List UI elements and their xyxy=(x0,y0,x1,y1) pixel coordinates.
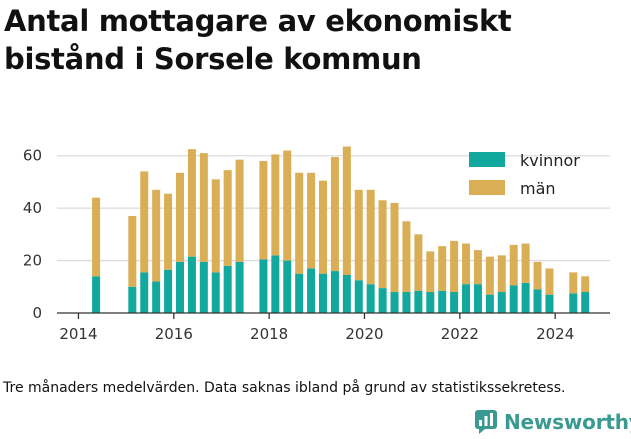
bar-kvinnor-30 xyxy=(485,294,494,313)
bar-man-16 xyxy=(319,180,328,274)
bar-kvinnor-15 xyxy=(307,268,316,313)
bar-man-28 xyxy=(462,243,471,285)
bar-man-31 xyxy=(497,255,506,293)
bar-kvinnor-25 xyxy=(426,292,435,313)
bar-kvinnor-13 xyxy=(283,260,292,313)
bar-man-13 xyxy=(283,150,292,261)
bar-man-12 xyxy=(271,154,280,256)
bar-man-29 xyxy=(473,250,482,285)
bar-man-37 xyxy=(581,276,590,293)
bar-kvinnor-7 xyxy=(199,261,208,313)
bar-man-15 xyxy=(307,172,316,269)
bar-man-6 xyxy=(187,149,196,257)
legend: kvinnor män xyxy=(469,151,580,198)
bar-man-21 xyxy=(378,200,387,289)
x-tick-label-2024: 2024 xyxy=(536,325,574,343)
bar-man-9 xyxy=(223,170,232,266)
x-tick-label-2020: 2020 xyxy=(345,325,383,343)
bar-kvinnor-20 xyxy=(366,284,375,313)
bar-man-34 xyxy=(533,261,542,290)
legend-label-kvinnor: kvinnor xyxy=(520,151,580,170)
bar-kvinnor-12 xyxy=(271,255,280,313)
bar-kvinnor-0 xyxy=(92,276,101,313)
bar-kvinnor-9 xyxy=(223,265,232,313)
bar-man-30 xyxy=(485,256,494,295)
bar-man-33 xyxy=(521,243,530,283)
y-tick-label-0: 0 xyxy=(32,304,42,322)
newsworthy-logo-icon xyxy=(475,410,497,434)
bar-man-27 xyxy=(450,240,459,293)
axes: 0 20 40 60 2014 2016 2018 2020 2022 2024 xyxy=(23,147,610,343)
x-tick-label-2018: 2018 xyxy=(250,325,288,343)
bar-man-19 xyxy=(354,189,363,281)
bar-kvinnor-19 xyxy=(354,280,363,313)
bar-man-0 xyxy=(92,197,101,277)
y-tick-label-60: 60 xyxy=(23,147,42,165)
bar-man-3 xyxy=(152,189,161,282)
footnote: Tre månaders medelvärden. Data saknas ib… xyxy=(3,380,566,396)
newsworthy-logo-text: Newsworthy xyxy=(504,410,631,434)
bar-man-17 xyxy=(330,157,339,272)
bar-kvinnor-14 xyxy=(295,273,304,313)
bar-man-24 xyxy=(414,234,423,291)
x-tick-label-2022: 2022 xyxy=(441,325,479,343)
bar-man-23 xyxy=(402,221,411,293)
bar-kvinnor-8 xyxy=(211,272,220,313)
bar-kvinnor-36 xyxy=(569,293,578,313)
bar-man-5 xyxy=(175,172,184,262)
bar-kvinnor-6 xyxy=(187,256,196,313)
bar-kvinnor-23 xyxy=(402,292,411,313)
bar-man-7 xyxy=(199,153,208,262)
bar-kvinnor-1 xyxy=(128,286,137,313)
legend-swatch-man xyxy=(469,180,505,195)
stacked-bar-chart: 0 20 40 60 2014 2016 2018 2020 2022 2024 kvinnor … xyxy=(23,146,610,343)
bar-man-10 xyxy=(235,159,244,262)
chart-title: Antal mottagare av ekonomiskt bistånd i … xyxy=(4,4,512,76)
bars xyxy=(92,146,590,313)
bar-kvinnor-32 xyxy=(509,285,518,313)
bar-kvinnor-33 xyxy=(521,282,530,313)
bar-kvinnor-22 xyxy=(390,292,399,313)
bar-kvinnor-10 xyxy=(235,261,244,313)
bar-kvinnor-26 xyxy=(438,290,447,313)
bar-kvinnor-11 xyxy=(259,259,268,313)
bar-man-11 xyxy=(259,160,268,260)
bar-man-4 xyxy=(164,193,173,270)
bar-man-26 xyxy=(438,246,447,291)
bar-kvinnor-35 xyxy=(545,294,554,313)
y-tick-label-40: 40 xyxy=(23,199,42,217)
bar-kvinnor-5 xyxy=(175,261,184,313)
bar-man-8 xyxy=(211,179,220,273)
bar-man-36 xyxy=(569,272,578,294)
bar-kvinnor-21 xyxy=(378,288,387,313)
legend-label-man: män xyxy=(520,179,556,198)
bar-kvinnor-31 xyxy=(497,292,506,313)
bar-kvinnor-2 xyxy=(140,272,149,313)
bar-kvinnor-24 xyxy=(414,290,423,313)
bar-man-1 xyxy=(128,216,137,287)
bar-man-32 xyxy=(509,244,518,286)
bar-kvinnor-16 xyxy=(319,273,328,313)
legend-swatch-kvinnor xyxy=(469,152,505,167)
bar-man-25 xyxy=(426,251,435,293)
bar-kvinnor-28 xyxy=(462,284,471,313)
bar-kvinnor-27 xyxy=(450,292,459,313)
bar-kvinnor-34 xyxy=(533,289,542,313)
bar-kvinnor-3 xyxy=(152,281,161,313)
x-tick-label-2014: 2014 xyxy=(59,325,97,343)
bar-man-22 xyxy=(390,202,399,293)
bar-man-18 xyxy=(342,146,351,275)
bar-kvinnor-4 xyxy=(164,269,173,313)
bar-man-20 xyxy=(366,189,375,285)
bar-kvinnor-37 xyxy=(581,292,590,313)
bar-kvinnor-29 xyxy=(473,284,482,313)
bar-man-35 xyxy=(545,268,554,295)
bar-man-2 xyxy=(140,171,149,273)
y-tick-label-20: 20 xyxy=(23,252,42,270)
bar-kvinnor-17 xyxy=(330,271,339,313)
bar-kvinnor-18 xyxy=(342,274,351,313)
x-tick-label-2016: 2016 xyxy=(155,325,193,343)
bar-man-14 xyxy=(295,172,304,274)
newsworthy-logo[interactable]: Newsworthy xyxy=(474,407,631,437)
